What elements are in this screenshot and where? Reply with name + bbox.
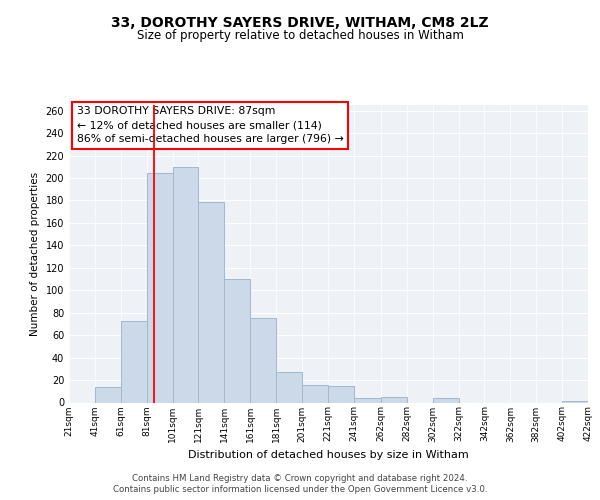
Bar (173, 166, 199, 402)
Bar (354, 398, 381, 402)
Bar (146, 174, 173, 402)
Bar (199, 202, 224, 402)
Y-axis label: Number of detached properties: Number of detached properties (30, 172, 40, 336)
X-axis label: Distribution of detached houses by size in Witham: Distribution of detached houses by size … (188, 450, 469, 460)
Bar (250, 318, 276, 402)
Bar (302, 384, 328, 402)
Bar (433, 398, 458, 402)
Bar (121, 320, 146, 402)
Text: Size of property relative to detached houses in Witham: Size of property relative to detached ho… (137, 29, 463, 42)
Text: Contains HM Land Registry data © Crown copyright and database right 2024.: Contains HM Land Registry data © Crown c… (132, 474, 468, 483)
Bar (224, 279, 250, 402)
Text: 33 DOROTHY SAYERS DRIVE: 87sqm
← 12% of detached houses are smaller (114)
86% of: 33 DOROTHY SAYERS DRIVE: 87sqm ← 12% of … (77, 106, 344, 144)
Bar (95, 387, 121, 402)
Bar (276, 372, 302, 402)
Text: Contains public sector information licensed under the Open Government Licence v3: Contains public sector information licen… (113, 485, 487, 494)
Bar (328, 386, 354, 402)
Bar (381, 397, 407, 402)
Text: 33, DOROTHY SAYERS DRIVE, WITHAM, CM8 2LZ: 33, DOROTHY SAYERS DRIVE, WITHAM, CM8 2L… (111, 16, 489, 30)
